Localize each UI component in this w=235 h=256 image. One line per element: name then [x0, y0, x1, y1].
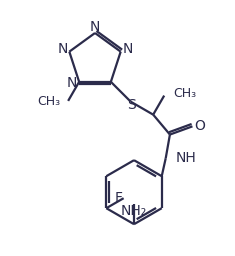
Text: CH₃: CH₃ [37, 95, 60, 108]
Text: N: N [90, 20, 100, 34]
Text: N: N [122, 42, 133, 56]
Text: NH: NH [176, 151, 196, 165]
Text: CH₃: CH₃ [173, 87, 196, 100]
Text: NH₂: NH₂ [121, 204, 147, 218]
Text: S: S [127, 98, 136, 112]
Text: F: F [115, 191, 123, 205]
Text: O: O [194, 119, 205, 133]
Text: N: N [57, 42, 67, 56]
Text: N: N [67, 76, 77, 90]
